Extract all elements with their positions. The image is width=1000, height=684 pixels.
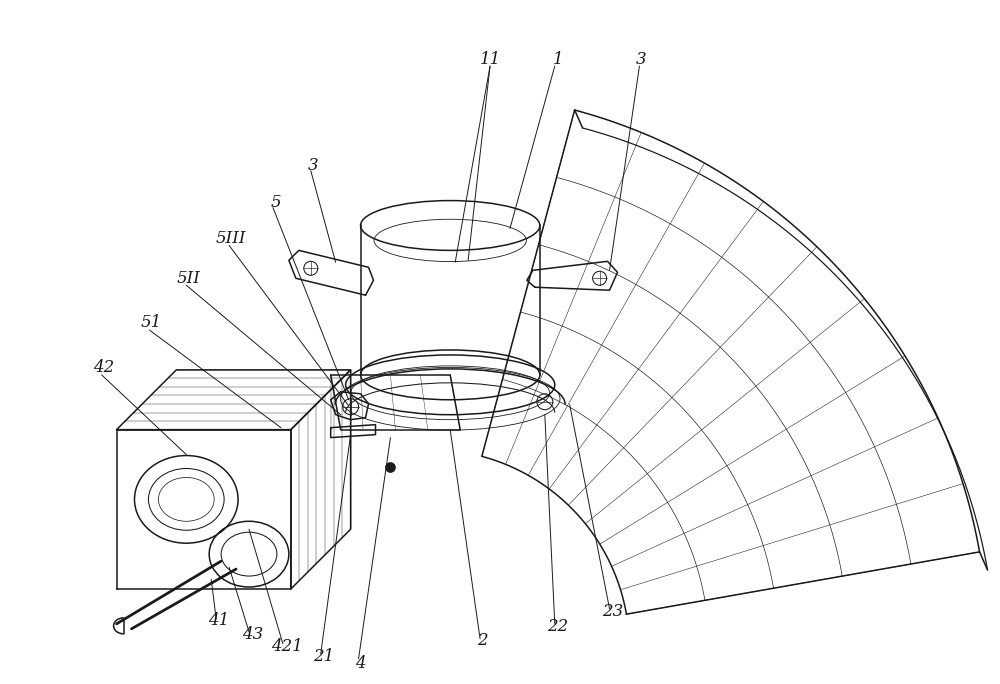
Text: 3: 3 [636,51,647,68]
Text: 11: 11 [479,51,501,68]
Text: 3: 3 [307,157,318,174]
Text: 41: 41 [209,612,230,629]
Text: 43: 43 [242,627,264,644]
Circle shape [386,464,394,471]
Text: 421: 421 [271,638,303,655]
Text: 21: 21 [313,648,334,666]
Text: 51: 51 [141,313,162,330]
Text: 1: 1 [552,51,563,68]
Text: 2: 2 [477,632,487,649]
Text: 5III: 5III [216,230,246,247]
Text: 23: 23 [602,603,623,620]
Text: 22: 22 [547,618,568,635]
Circle shape [385,462,395,473]
Text: 5II: 5II [176,269,200,287]
Text: 42: 42 [93,359,114,376]
Text: 5: 5 [271,194,281,211]
Text: 4: 4 [355,655,366,672]
